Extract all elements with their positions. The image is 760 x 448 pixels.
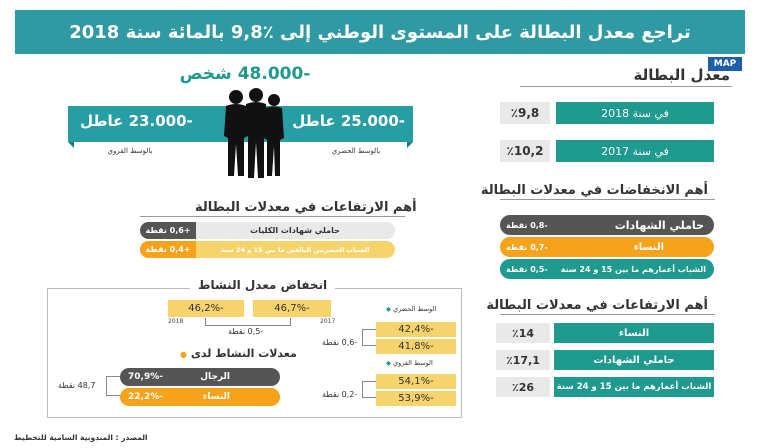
increase-label: الشباب أعمارهم ما بين 15 و 24 سنة [554, 377, 714, 397]
rural-activity-label: الوسط القروي ◆ [386, 359, 433, 367]
women-value: 22,2%- [128, 392, 163, 402]
increase-left-row-2: +0,4 نقطة الشباب الحضريين البالغين ما بي… [140, 241, 395, 258]
decrease-label: الشباب أعمارهم ما بين 15 و 24 سنة [560, 264, 706, 274]
urban-activity-label: الوسط الحضري ◆ [386, 305, 436, 313]
persons-total: -48.000 شخص [179, 64, 311, 84]
activity-title: انخفاض معدل النشاط [190, 278, 336, 292]
chevron-right [407, 142, 413, 148]
increase-value: ٪17,1 [496, 350, 550, 370]
decrease-value: -0,5 نقطة [506, 264, 548, 274]
header-banner: تراجع معدل البطالة على المستوى الوطني إل… [15, 10, 745, 54]
decrease-row-2: النساء -0,7 نقطة [500, 237, 714, 257]
urban-label-text: الوسط الحضري [393, 305, 437, 313]
decrease-label: النساء [633, 241, 664, 253]
divider [520, 86, 732, 87]
rural-value-2: 53,9%- [376, 391, 456, 406]
decrease-value: -0,8 نقطة [506, 220, 548, 230]
people-silhouette-icon [224, 88, 284, 178]
rate-label: في سنة 2017 [556, 140, 714, 162]
decrease-value: -0,7 نقطة [506, 242, 548, 252]
divider [140, 216, 405, 217]
increase-right-row-3: ٪26 الشباب أعمارهم ما بين 15 و 24 سنة [496, 377, 714, 397]
urban-label: بالوسط الحضري [331, 147, 381, 155]
rural-label: بالوسط القروي [107, 147, 153, 155]
rate-value: ٪10,2 [500, 140, 550, 162]
urban-value-1: 42,4%- [376, 322, 456, 337]
overall-bracket [205, 318, 291, 326]
increase-left-row-1: +0,6 نقطة حاملي شهادات الكليات [140, 222, 395, 239]
bullet-icon: ● [180, 350, 187, 359]
urban-value-2: 41,8%- [376, 339, 456, 354]
increase-label: حاملي الشهادات [554, 350, 714, 370]
rural-value-1: 54,1%- [376, 374, 456, 389]
rate-label: في سنة 2018 [556, 102, 714, 124]
activity-2018-value: 46,2%- [168, 300, 244, 317]
activity-2017-value: 46,7%- [253, 300, 331, 317]
overall-diff: -0,5 نقطة [228, 327, 264, 336]
increases-right-title: أهم الارتفاعات في معدلات البطالة [486, 298, 708, 313]
rural-diff: -0,2 نقطة [322, 390, 358, 399]
increase-label: الشباب الحضريين البالغين ما بين 15 و 24 … [220, 245, 370, 254]
rural-bracket [362, 381, 376, 398]
urban-bracket [362, 329, 376, 346]
increase-right-row-2: ٪17,1 حاملي الشهادات [496, 350, 714, 370]
increases-left-title: أهم الارتفاعات في معدلات البطالة [195, 200, 417, 215]
gender-gap: 48,7 نقطة [58, 381, 96, 390]
rural-unemployed: -23.000 عاطل [80, 112, 193, 130]
unemployment-rate-title: معدل البطالة [633, 66, 730, 84]
map-logo: MAP [708, 57, 742, 71]
women-label: النساء [202, 392, 230, 402]
divider [500, 314, 715, 315]
increase-value: ٪26 [496, 377, 550, 397]
increase-label: النساء [554, 323, 714, 343]
year-2017-label: 2017 [320, 318, 336, 325]
increase-value: +0,6 نقطة [140, 222, 196, 239]
men-value: 70,9%- [128, 372, 163, 382]
source-note: المصدر : المندوبية السامية للتخطيط [14, 433, 148, 442]
men-activity-row: 70,9%- الرجال [120, 368, 280, 386]
page-title: تراجع معدل البطالة على المستوى الوطني إل… [69, 21, 691, 43]
increase-value: +0,4 نقطة [140, 241, 196, 258]
chevron-left [68, 142, 74, 148]
gender-bracket [106, 376, 120, 396]
increase-label: حاملي شهادات الكليات [250, 226, 340, 235]
bullet-icon: ◆ [386, 359, 391, 367]
urban-diff: -0,6 نقطة [322, 338, 358, 347]
rate-row-2017: ٪10,2 في سنة 2017 [500, 140, 714, 162]
gender-title: معدلات النشاط لدى ● [180, 347, 297, 360]
rural-label-text: الوسط القروي [393, 359, 433, 367]
year-2018-label: 2018 [168, 318, 184, 325]
decreases-title: أهم الانخفاضات في معدلات البطالة [480, 183, 708, 198]
men-label: الرجال [200, 372, 230, 382]
decrease-row-1: حاملي الشهادات -0,8 نقطة [500, 215, 714, 235]
increase-right-row-1: ٪14 النساء [496, 323, 714, 343]
urban-unemployed: -25.000 عاطل [292, 112, 405, 130]
rate-value: ٪9,8 [500, 102, 550, 124]
women-activity-row: 22,2%- النساء [120, 388, 280, 406]
increase-value: ٪14 [496, 323, 550, 343]
divider [500, 199, 715, 200]
decrease-label: حاملي الشهادات [614, 218, 704, 232]
decrease-row-3: الشباب أعمارهم ما بين 15 و 24 سنة -0,5 ن… [500, 259, 714, 279]
gender-title-text: معدلات النشاط لدى [190, 347, 297, 360]
rate-row-2018: ٪9,8 في سنة 2018 [500, 102, 714, 124]
bullet-icon: ◆ [386, 305, 391, 313]
